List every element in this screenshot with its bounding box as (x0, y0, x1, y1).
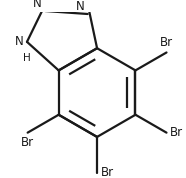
Text: N: N (14, 35, 23, 48)
Text: N: N (76, 0, 84, 13)
Text: Br: Br (101, 166, 114, 178)
Text: Br: Br (170, 126, 183, 139)
Text: H: H (23, 53, 31, 63)
Text: N: N (33, 0, 42, 10)
Text: Br: Br (21, 137, 34, 150)
Text: Br: Br (160, 36, 173, 49)
